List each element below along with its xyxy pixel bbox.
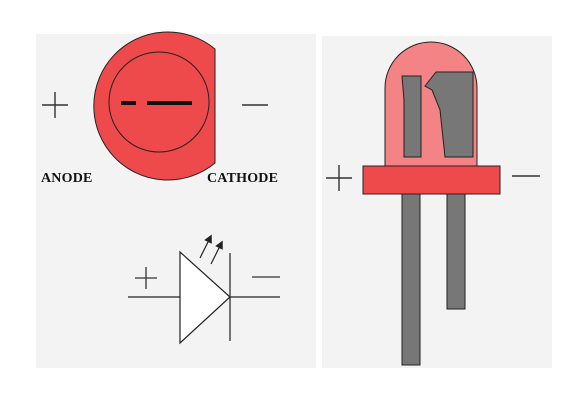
plus-icon [135, 267, 157, 289]
cathode-anvil [424, 71, 474, 158]
anode-mark [121, 101, 136, 105]
led-schematic-symbol [128, 234, 280, 345]
led-top-view [93, 31, 216, 181]
cathode-label: CATHODE [207, 171, 279, 186]
cathode-lead [446, 193, 466, 310]
cathode-mark [147, 101, 192, 105]
led-side-view [362, 41, 501, 366]
anode-post [401, 75, 422, 158]
led-flange [362, 165, 501, 195]
symbol-panel [36, 212, 316, 368]
plus-icon [326, 165, 352, 191]
anode-lead [401, 193, 421, 366]
plus-icon [42, 92, 68, 118]
anode-label: ANODE [41, 171, 93, 186]
